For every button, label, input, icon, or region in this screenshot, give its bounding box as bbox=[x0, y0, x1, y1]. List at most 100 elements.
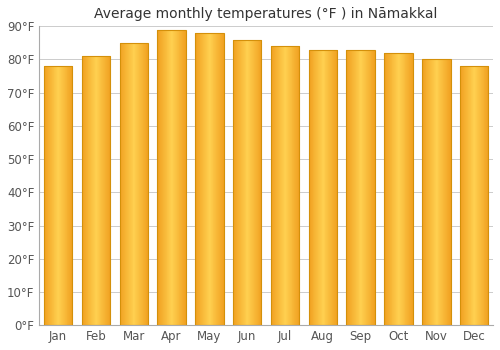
Bar bbox=[384, 53, 412, 325]
Bar bbox=[256, 40, 257, 325]
Bar bbox=[308, 50, 309, 325]
Bar bbox=[218, 33, 219, 325]
Bar bbox=[234, 40, 235, 325]
Bar bbox=[488, 66, 489, 325]
Bar bbox=[320, 50, 321, 325]
Bar bbox=[160, 30, 161, 325]
Bar bbox=[467, 66, 468, 325]
Bar bbox=[90, 56, 91, 325]
Bar bbox=[400, 53, 401, 325]
Bar bbox=[475, 66, 476, 325]
Bar bbox=[100, 56, 101, 325]
Bar bbox=[240, 40, 241, 325]
Bar bbox=[434, 60, 435, 325]
Bar bbox=[63, 66, 64, 325]
Bar bbox=[427, 60, 428, 325]
Bar bbox=[319, 50, 320, 325]
Bar bbox=[223, 33, 224, 325]
Bar bbox=[407, 53, 408, 325]
Bar bbox=[180, 30, 181, 325]
Bar bbox=[271, 46, 299, 325]
Bar bbox=[286, 46, 287, 325]
Bar bbox=[401, 53, 402, 325]
Bar bbox=[321, 50, 322, 325]
Bar bbox=[221, 33, 222, 325]
Bar bbox=[294, 46, 295, 325]
Bar bbox=[275, 46, 276, 325]
Bar bbox=[130, 43, 131, 325]
Bar bbox=[184, 30, 185, 325]
Bar bbox=[412, 53, 413, 325]
Bar bbox=[98, 56, 99, 325]
Bar bbox=[69, 66, 70, 325]
Bar bbox=[120, 43, 121, 325]
Bar bbox=[249, 40, 250, 325]
Bar bbox=[206, 33, 208, 325]
Bar bbox=[108, 56, 109, 325]
Bar bbox=[107, 56, 108, 325]
Bar bbox=[211, 33, 212, 325]
Bar bbox=[200, 33, 201, 325]
Bar bbox=[322, 50, 323, 325]
Bar bbox=[444, 60, 446, 325]
Bar bbox=[141, 43, 142, 325]
Bar bbox=[87, 56, 88, 325]
Bar bbox=[288, 46, 289, 325]
Bar bbox=[365, 50, 366, 325]
Bar bbox=[482, 66, 483, 325]
Bar bbox=[46, 66, 47, 325]
Bar bbox=[70, 66, 71, 325]
Bar bbox=[366, 50, 367, 325]
Bar bbox=[384, 53, 385, 325]
Bar bbox=[435, 60, 436, 325]
Bar bbox=[316, 50, 317, 325]
Bar bbox=[240, 40, 242, 325]
Bar bbox=[436, 60, 437, 325]
Bar bbox=[409, 53, 410, 325]
Bar bbox=[120, 43, 148, 325]
Bar bbox=[363, 50, 364, 325]
Bar bbox=[408, 53, 409, 325]
Bar bbox=[297, 46, 298, 325]
Bar bbox=[217, 33, 218, 325]
Bar bbox=[165, 30, 166, 325]
Bar bbox=[292, 46, 293, 325]
Bar bbox=[182, 30, 183, 325]
Bar bbox=[214, 33, 215, 325]
Bar bbox=[331, 50, 332, 325]
Bar bbox=[243, 40, 244, 325]
Bar bbox=[441, 60, 442, 325]
Bar bbox=[162, 30, 163, 325]
Bar bbox=[357, 50, 358, 325]
Bar bbox=[364, 50, 365, 325]
Bar bbox=[139, 43, 140, 325]
Bar bbox=[159, 30, 160, 325]
Bar bbox=[311, 50, 312, 325]
Bar bbox=[446, 60, 447, 325]
Bar bbox=[396, 53, 397, 325]
Bar bbox=[94, 56, 95, 325]
Bar bbox=[333, 50, 334, 325]
Bar bbox=[219, 33, 220, 325]
Bar bbox=[271, 46, 272, 325]
Bar bbox=[308, 50, 337, 325]
Bar bbox=[140, 43, 141, 325]
Bar bbox=[215, 33, 216, 325]
Bar bbox=[289, 46, 290, 325]
Bar bbox=[447, 60, 448, 325]
Bar bbox=[439, 60, 440, 325]
Bar bbox=[330, 50, 331, 325]
Bar bbox=[47, 66, 48, 325]
Bar bbox=[82, 56, 83, 325]
Bar bbox=[44, 66, 72, 325]
Bar bbox=[195, 33, 196, 325]
Bar bbox=[465, 66, 466, 325]
Bar bbox=[360, 50, 361, 325]
Bar bbox=[395, 53, 396, 325]
Bar bbox=[484, 66, 485, 325]
Bar bbox=[442, 60, 443, 325]
Bar bbox=[242, 40, 243, 325]
Bar bbox=[170, 30, 171, 325]
Bar bbox=[71, 66, 72, 325]
Bar bbox=[366, 50, 367, 325]
